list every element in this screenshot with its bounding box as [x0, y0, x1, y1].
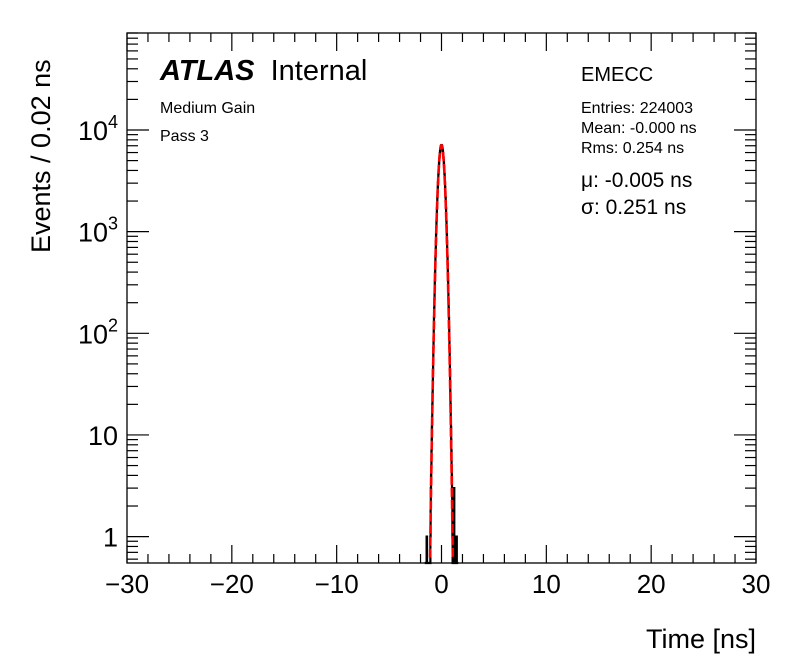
gaussian-fit-curve [428, 143, 455, 558]
x-tick-label: −20 [210, 569, 254, 599]
pass-label: Pass 3 [160, 128, 209, 145]
x-tick-label: −30 [105, 569, 149, 599]
atlas-label-rest: Internal [271, 55, 368, 87]
x-tick-label: 30 [742, 569, 771, 599]
y-axis-label: Events / 0.02 ns [26, 59, 56, 253]
y-tick-label-base: 1 [103, 523, 118, 553]
mean-stat: Mean: -0.000 ns [581, 120, 697, 137]
y-tick-label: 10 [88, 421, 118, 451]
y-tick-label: 1 [103, 523, 118, 553]
rms-stat: Rms: 0.254 ns [581, 140, 684, 157]
y-axis-ticks [127, 32, 756, 560]
y-tick-label-base: 10 [78, 218, 108, 248]
x-axis-label: Time [ns] [646, 624, 756, 654]
fit-mu-stat: μ: -0.005 ns [581, 169, 692, 192]
entries-stat: Entries: 224003 [581, 100, 693, 117]
x-tick-label: 20 [637, 569, 666, 599]
y-tick-label-base: 10 [78, 319, 108, 349]
y-tick-label: 103 [78, 214, 118, 248]
fit-sigma-stat: σ: 0.251 ns [581, 196, 686, 219]
x-axis-tick-labels: −30 −20 −10 0 10 20 30 [105, 569, 771, 599]
y-tick-label: 102 [78, 315, 118, 349]
atlas-label-bold: ATLAS [159, 55, 255, 87]
x-axis-ticks [126, 33, 757, 563]
y-tick-label-exponent: 2 [108, 315, 118, 335]
gaussian-fit-series [428, 143, 455, 558]
x-tick-label: 10 [532, 569, 561, 599]
gain-label: Medium Gain [160, 100, 255, 117]
x-tick-label: −10 [315, 569, 359, 599]
x-tick-label: 0 [434, 569, 448, 599]
y-tick-label-exponent: 3 [108, 214, 118, 234]
y-tick-label-exponent: 4 [108, 112, 118, 132]
y-tick-label-base: 10 [78, 116, 108, 146]
y-tick-label-base: 10 [88, 421, 118, 451]
atlas-label: ATLAS Internal [159, 55, 367, 87]
region-label: EMECC [581, 64, 653, 86]
y-tick-label: 104 [78, 112, 118, 146]
